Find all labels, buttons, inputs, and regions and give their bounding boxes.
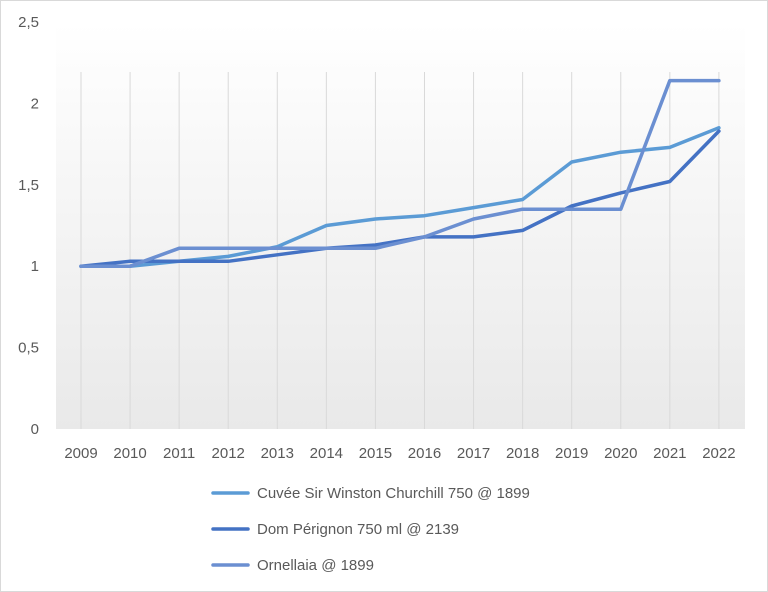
x-tick-label: 2010 bbox=[113, 445, 146, 462]
series-lines bbox=[79, 78, 721, 268]
y-tick-label: 0,5 bbox=[18, 340, 39, 357]
x-axis-ticks: 2009 2010 2011 2012 2013 2014 2015 2016 2017 2018… bbox=[64, 445, 735, 462]
x-tick-label: 2022 bbox=[702, 445, 735, 462]
x-tick-label: 2012 bbox=[212, 445, 245, 462]
x-tick-label: 2020 bbox=[604, 445, 637, 462]
x-tick-label: 2016 bbox=[408, 445, 441, 462]
x-tick-label: 2011 bbox=[163, 445, 195, 462]
x-tick-label: 2021 bbox=[653, 445, 686, 462]
legend: Cuvée Sir Winston Churchill 750 @ 1899 Do… bbox=[211, 485, 530, 574]
x-tick-label: 2013 bbox=[261, 445, 294, 462]
legend-label-1: Cuvée Sir Winston Churchill 750 @ 1899 bbox=[257, 485, 530, 502]
x-tick-label: 2014 bbox=[310, 445, 343, 462]
x-tick-label: 2019 bbox=[555, 445, 588, 462]
y-tick-label: 1 bbox=[31, 258, 39, 275]
y-axis-ticks: 0 0,5 1 1,5 2 2,5 bbox=[18, 14, 39, 438]
y-tick-label: 1,5 bbox=[18, 177, 39, 194]
x-tick-label: 2018 bbox=[506, 445, 539, 462]
legend-label-2: Dom Pérignon 750 ml @ 2139 bbox=[257, 521, 459, 538]
legend-label-3: Ornellaia @ 1899 bbox=[257, 557, 374, 574]
y-tick-label: 2 bbox=[31, 95, 39, 112]
x-tick-label: 2009 bbox=[64, 445, 97, 462]
x-tick-label: 2015 bbox=[359, 445, 392, 462]
x-tick-label: 2017 bbox=[457, 445, 490, 462]
plot-area bbox=[56, 22, 745, 429]
y-tick-label: 0 bbox=[31, 421, 39, 438]
series-line-3 bbox=[79, 78, 721, 268]
y-tick-label: 2,5 bbox=[18, 14, 39, 31]
